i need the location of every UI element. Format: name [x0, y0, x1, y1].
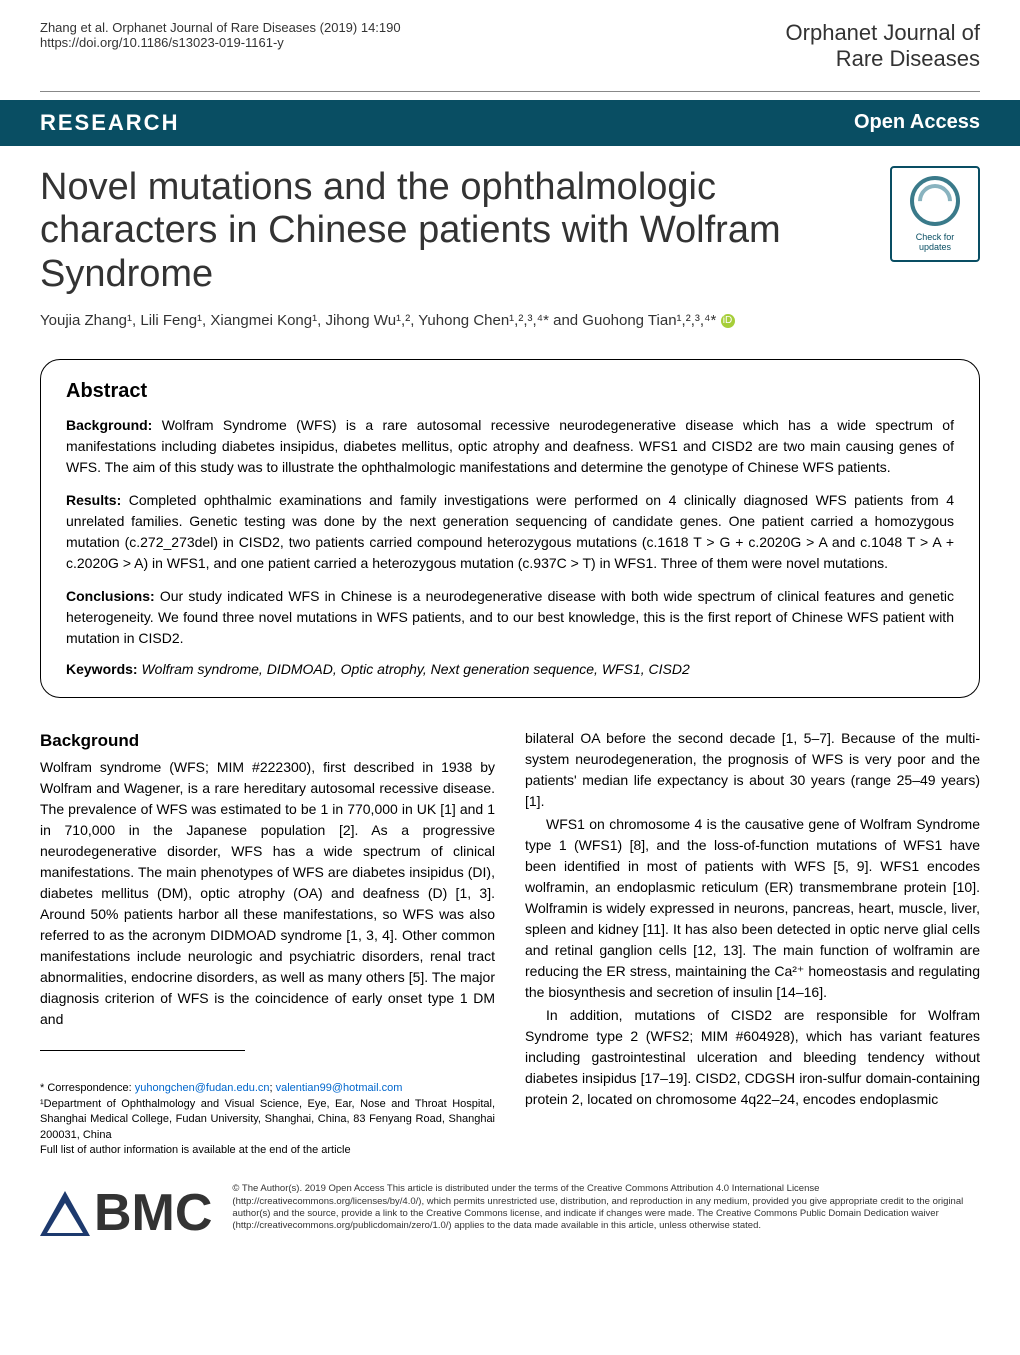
research-label: RESEARCH — [40, 110, 179, 136]
col1-paragraph-1: Wolfram syndrome (WFS; MIM #222300), fir… — [40, 757, 495, 1030]
column-right: bilateral OA before the second decade [1… — [525, 728, 980, 1158]
footer-bar: BMC © The Author(s). 2019 Open Access Th… — [0, 1168, 1020, 1263]
bmc-triangle-icon — [40, 1191, 90, 1236]
abstract-results-text: Completed ophthalmic examinations and fa… — [66, 492, 954, 571]
check-updates-arc — [911, 177, 959, 225]
title-block: Novel mutations and the ophthalmologic c… — [0, 146, 1020, 307]
abstract-background: Background: Wolfram Syndrome (WFS) is a … — [66, 415, 954, 478]
citation: Zhang et al. Orphanet Journal of Rare Di… — [40, 20, 401, 35]
check-updates-badge[interactable]: Check for updates — [890, 166, 980, 262]
check-updates-icon — [910, 176, 960, 226]
abstract-results: Results: Completed ophthalmic examinatio… — [66, 490, 954, 574]
correspondence-rule — [40, 1050, 245, 1051]
correspondence: * Correspondence: yuhongchen@fudan.edu.c… — [40, 1081, 495, 1158]
doi: https://doi.org/10.1186/s13023-019-1161-… — [40, 35, 401, 50]
check-updates-label: Check for updates — [900, 232, 970, 252]
open-access-label: Open Access — [854, 111, 980, 134]
abstract-title: Abstract — [66, 380, 954, 403]
col2-paragraph-1: bilateral OA before the second decade [1… — [525, 728, 980, 812]
bmc-text: BMC — [94, 1183, 212, 1243]
header-rule — [40, 91, 980, 92]
abstract-results-label: Results: — [66, 492, 121, 508]
body-columns: Background Wolfram syndrome (WFS; MIM #2… — [0, 718, 1020, 1168]
bmc-logo: BMC — [40, 1183, 212, 1243]
col2-paragraph-3: In addition, mutations of CISD2 are resp… — [525, 1005, 980, 1110]
abstract-conclusions-label: Conclusions: — [66, 588, 155, 604]
column-left: Background Wolfram syndrome (WFS; MIM #2… — [40, 728, 495, 1158]
abstract-box: Abstract Background: Wolfram Syndrome (W… — [40, 359, 980, 698]
research-bar: RESEARCH Open Access — [0, 100, 1020, 146]
authors-text: Youjia Zhang¹, Lili Feng¹, Xiangmei Kong… — [40, 312, 716, 329]
correspondence-star: * Correspondence: — [40, 1082, 135, 1094]
correspondence-affil: ¹Department of Ophthalmology and Visual … — [40, 1098, 495, 1141]
correspondence-full-list: Full list of author information is avail… — [40, 1144, 351, 1156]
article-title: Novel mutations and the ophthalmologic c… — [40, 166, 840, 297]
abstract-background-text: Wolfram Syndrome (WFS) is a rare autosom… — [66, 417, 954, 475]
citation-block: Zhang et al. Orphanet Journal of Rare Di… — [40, 20, 401, 50]
abstract-conclusions: Conclusions: Our study indicated WFS in … — [66, 586, 954, 649]
background-heading: Background — [40, 728, 495, 754]
orcid-icon[interactable]: iD — [721, 314, 735, 328]
header-row: Zhang et al. Orphanet Journal of Rare Di… — [0, 0, 1020, 83]
abstract-conclusions-text: Our study indicated WFS in Chinese is a … — [66, 588, 954, 646]
journal-name: Orphanet Journal of Rare Diseases — [786, 20, 980, 73]
abstract-keywords: Keywords: Wolfram syndrome, DIDMOAD, Opt… — [66, 661, 954, 677]
keywords-text: Wolfram syndrome, DIDMOAD, Optic atrophy… — [138, 661, 690, 677]
correspondence-email-1[interactable]: yuhongchen@fudan.edu.cn — [135, 1082, 270, 1094]
keywords-label: Keywords: — [66, 661, 138, 677]
license-text: © The Author(s). 2019 Open Access This a… — [232, 1183, 980, 1232]
col2-paragraph-2: WFS1 on chromosome 4 is the causative ge… — [525, 814, 980, 1003]
authors: Youjia Zhang¹, Lili Feng¹, Xiangmei Kong… — [0, 307, 1020, 349]
correspondence-email-2[interactable]: valentian99@hotmail.com — [276, 1082, 403, 1094]
abstract-background-label: Background: — [66, 417, 152, 433]
